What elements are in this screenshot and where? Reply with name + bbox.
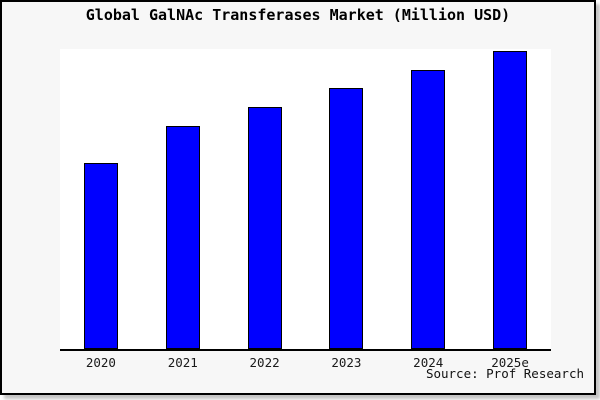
bar-slot: [60, 49, 142, 349]
bars-container: [60, 49, 551, 349]
chart-title: Global GalNAc Transferases Market (Milli…: [85, 6, 511, 24]
bar-slot: [142, 49, 224, 349]
x-tick-label-2020: 2020: [85, 355, 116, 370]
x-tick-label-2025e: 2025e: [491, 355, 529, 370]
x-axis-labels: 2020 2021 2022 2023 2024 2025e: [60, 355, 551, 370]
plot-area: [60, 49, 551, 351]
bar-slot: [224, 49, 306, 349]
x-tick-label-2023: 2023: [331, 355, 362, 370]
bar-2023: [329, 88, 364, 349]
x-tick-label-2024: 2024: [413, 355, 444, 370]
x-tick-label-2021: 2021: [167, 355, 198, 370]
bar-2021: [165, 126, 200, 349]
source-credit: Source: Prof Research: [425, 366, 584, 381]
bar-slot: [387, 49, 469, 349]
x-tick-label-2022: 2022: [249, 355, 280, 370]
bar-2022: [247, 107, 282, 349]
bar-2025e: [493, 51, 528, 349]
bar-2024: [411, 70, 446, 349]
bar-slot: [469, 49, 551, 349]
bar-slot: [305, 49, 387, 349]
bar-2020: [83, 163, 118, 349]
